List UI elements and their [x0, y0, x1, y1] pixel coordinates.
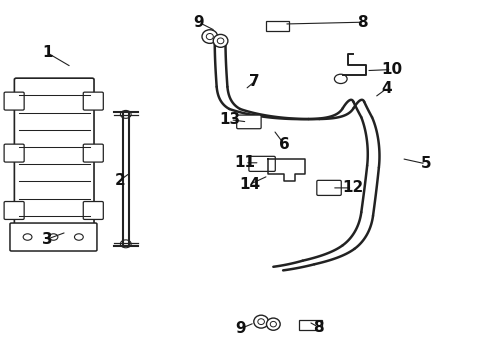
FancyBboxPatch shape	[249, 156, 275, 171]
Text: 13: 13	[220, 112, 241, 127]
Text: 8: 8	[357, 15, 368, 30]
Ellipse shape	[254, 315, 269, 328]
Ellipse shape	[206, 33, 213, 40]
FancyBboxPatch shape	[83, 202, 103, 220]
Text: 7: 7	[249, 74, 260, 89]
Text: 6: 6	[279, 137, 290, 152]
FancyBboxPatch shape	[14, 78, 94, 226]
Text: 10: 10	[381, 62, 402, 77]
Ellipse shape	[258, 319, 265, 325]
Text: 11: 11	[235, 155, 255, 170]
Text: 2: 2	[115, 172, 126, 188]
FancyBboxPatch shape	[83, 144, 103, 162]
FancyBboxPatch shape	[317, 180, 341, 195]
Bar	[266, 21, 289, 31]
Text: 9: 9	[235, 321, 245, 336]
Text: 5: 5	[420, 156, 431, 171]
FancyBboxPatch shape	[10, 223, 97, 251]
Ellipse shape	[217, 38, 224, 44]
FancyBboxPatch shape	[4, 202, 24, 220]
Ellipse shape	[267, 318, 280, 330]
FancyBboxPatch shape	[83, 92, 103, 110]
Text: 14: 14	[239, 177, 261, 192]
FancyBboxPatch shape	[4, 92, 24, 110]
Text: 8: 8	[313, 320, 323, 334]
Ellipse shape	[270, 321, 276, 327]
Text: 12: 12	[342, 180, 363, 195]
Text: 3: 3	[42, 232, 52, 247]
Text: 4: 4	[381, 81, 392, 96]
FancyBboxPatch shape	[4, 144, 24, 162]
Ellipse shape	[202, 30, 218, 43]
FancyBboxPatch shape	[237, 115, 261, 129]
Text: 9: 9	[193, 15, 204, 30]
Bar	[299, 320, 322, 330]
Text: 1: 1	[42, 45, 52, 60]
Ellipse shape	[213, 35, 228, 47]
